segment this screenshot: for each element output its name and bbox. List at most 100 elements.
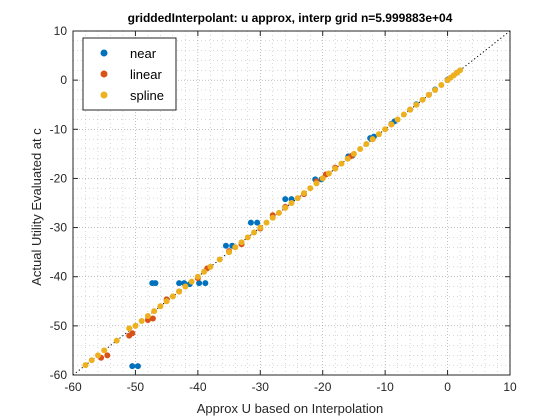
data-point-near xyxy=(202,280,209,287)
data-point-spline xyxy=(201,268,208,275)
data-point-spline xyxy=(188,278,195,285)
data-point-spline xyxy=(288,200,295,206)
data-point-near xyxy=(134,363,141,370)
data-point-linear xyxy=(149,315,156,322)
data-point-spline xyxy=(88,357,95,364)
data-point-spline xyxy=(319,175,326,182)
data-point-spline xyxy=(394,116,401,123)
data-point-spline xyxy=(332,165,339,172)
chart-title: griddedInterpolant: u approx, interp gri… xyxy=(128,11,453,25)
data-point-spline xyxy=(151,308,158,315)
data-point-spline xyxy=(357,145,364,152)
data-point-spline xyxy=(307,185,314,192)
legend: near linear spline xyxy=(82,37,177,111)
data-point-spline xyxy=(226,249,233,256)
data-point-spline xyxy=(413,101,420,108)
x-axis-label: Approx U based on Interpolation xyxy=(197,401,383,416)
data-point-spline xyxy=(126,325,133,332)
data-point-spline xyxy=(101,347,108,354)
y-axis-label: Actual Utility Evaluated at c xyxy=(29,128,44,286)
data-point-spline xyxy=(169,293,176,300)
data-point-spline xyxy=(344,155,351,162)
data-point-spline xyxy=(432,86,439,93)
data-point-spline xyxy=(276,209,283,216)
x-tick-label: -60 xyxy=(64,380,82,394)
data-point-spline xyxy=(325,170,332,177)
data-point-near xyxy=(176,280,183,287)
data-point-spline xyxy=(113,337,120,344)
data-point-near xyxy=(129,363,136,370)
y-tick-label: 0 xyxy=(60,73,67,87)
y-tick-label: -20 xyxy=(50,171,68,185)
data-point-spline xyxy=(263,219,270,226)
data-point-spline xyxy=(182,283,189,290)
data-point-spline xyxy=(163,298,170,305)
data-point-spline xyxy=(238,239,245,246)
data-point-spline xyxy=(157,303,164,310)
data-point-spline xyxy=(425,91,432,98)
y-tick-label: -40 xyxy=(50,270,68,284)
x-tick-label: -10 xyxy=(376,380,394,394)
data-point-spline xyxy=(369,136,376,143)
legend-marker-near xyxy=(100,49,108,57)
legend-marker-linear xyxy=(100,70,108,78)
data-point-spline xyxy=(257,224,264,231)
data-point-spline xyxy=(82,362,89,369)
data-point-spline xyxy=(207,263,214,270)
data-point-linear xyxy=(129,330,136,337)
data-markers xyxy=(82,67,464,370)
data-point-spline xyxy=(294,195,301,202)
legend-marker-spline xyxy=(100,91,108,99)
data-point-near xyxy=(254,219,261,226)
data-point-spline xyxy=(216,256,223,263)
x-tick-label: -50 xyxy=(127,380,145,394)
data-point-spline xyxy=(350,150,357,157)
data-point-near xyxy=(152,280,159,287)
legend-label-spline: spline xyxy=(130,88,164,103)
data-point-spline xyxy=(338,160,345,167)
legend-label-near: near xyxy=(130,46,157,61)
data-point-spline xyxy=(419,96,426,103)
x-tick-label: -20 xyxy=(314,380,332,394)
x-tick-label: -30 xyxy=(252,380,270,394)
data-point-spline xyxy=(382,126,389,133)
data-point-spline xyxy=(251,229,258,236)
data-point-spline xyxy=(282,204,289,211)
data-point-spline xyxy=(244,234,251,241)
x-tick-label: 10 xyxy=(503,380,517,394)
y-tick-labels: -60 -50 -40 -30 -20 -10 0 10 xyxy=(50,24,68,382)
legend-label-linear: linear xyxy=(130,67,162,82)
tick-marks xyxy=(72,30,511,376)
data-point-spline xyxy=(313,180,320,187)
data-point-linear xyxy=(104,352,111,359)
data-point-near xyxy=(222,242,229,249)
minor-grid xyxy=(73,31,510,375)
y-tick-label: -60 xyxy=(50,368,68,382)
data-point-spline xyxy=(388,121,395,128)
data-point-near xyxy=(282,196,289,203)
data-point-spline xyxy=(94,352,101,359)
y-tick-label: -50 xyxy=(50,319,68,333)
data-point-near xyxy=(196,280,203,287)
data-point-spline xyxy=(407,106,414,113)
data-point-spline xyxy=(144,313,151,320)
x-tick-labels: -60 -50 -40 -30 -20 -10 0 10 xyxy=(64,380,517,394)
legend-box xyxy=(82,37,177,111)
data-point-spline xyxy=(138,317,145,324)
data-point-spline xyxy=(269,214,276,221)
axes-box xyxy=(72,30,511,376)
data-point-spline xyxy=(300,190,307,197)
data-point-spline xyxy=(194,273,201,280)
x-tick-label: 0 xyxy=(444,380,451,394)
y-tick-label: -30 xyxy=(50,221,68,235)
data-point-spline xyxy=(232,244,239,251)
data-point-spline xyxy=(363,141,370,148)
data-point-spline xyxy=(400,111,407,118)
data-point-spline xyxy=(132,322,139,329)
data-point-spline xyxy=(457,67,464,74)
data-point-spline xyxy=(438,82,445,89)
data-point-spline xyxy=(375,131,382,138)
x-tick-label: -40 xyxy=(189,380,207,394)
y-tick-label: 10 xyxy=(54,24,68,38)
